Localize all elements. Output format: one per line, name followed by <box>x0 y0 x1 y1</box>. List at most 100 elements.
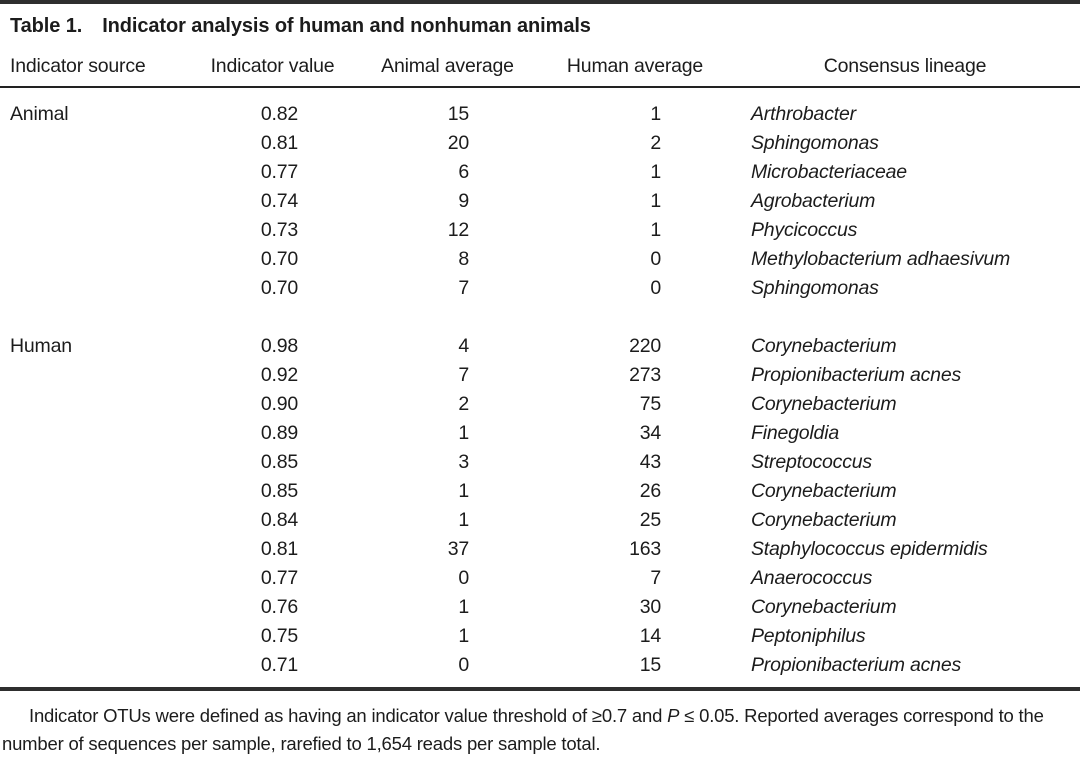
cell-human-average: 14 <box>639 625 661 647</box>
header-human-average: Human average <box>540 38 730 88</box>
cell-indicator-value: 0.71 <box>260 654 298 676</box>
table-row: 0.85 3 43 Streptococcus <box>0 448 1080 477</box>
cell-consensus-lineage: Corynebacterium <box>751 509 897 531</box>
cell-consensus-lineage: Microbacteriaceae <box>751 161 907 183</box>
cell-indicator-source <box>0 245 190 274</box>
cell-indicator-source <box>0 274 190 303</box>
cell-consensus-lineage: Propionibacterium acnes <box>751 654 962 676</box>
cell-consensus-lineage: Staphylococcus epidermidis <box>751 538 988 560</box>
cell-indicator-source <box>0 593 190 622</box>
table-row: 0.85 1 26 Corynebacterium <box>0 477 1080 506</box>
cell-human-average: 30 <box>639 596 661 618</box>
table-row: 0.73 12 1 Phycicoccus <box>0 216 1080 245</box>
cell-animal-average: 1 <box>458 625 469 647</box>
cell-indicator-value: 0.77 <box>260 567 298 589</box>
data-table: Indicator source Indicator value Animal … <box>0 38 1080 691</box>
edge-spacer-row <box>0 87 1080 100</box>
cell-animal-average: 1 <box>458 480 469 502</box>
table-title: Table 1. Indicator analysis of human and … <box>10 14 1080 38</box>
cell-indicator-value: 0.98 <box>260 335 298 357</box>
cell-indicator-source <box>0 158 190 187</box>
cell-animal-average: 4 <box>458 335 469 357</box>
cell-animal-average: 15 <box>447 103 469 125</box>
cell-consensus-lineage: Corynebacterium <box>751 480 897 502</box>
cell-indicator-value: 0.77 <box>260 161 298 183</box>
table-row: 0.89 1 34 Finegoldia <box>0 419 1080 448</box>
cell-indicator-value: 0.70 <box>260 248 298 270</box>
cell-indicator-value: 0.81 <box>260 132 298 154</box>
cell-indicator-source <box>0 216 190 245</box>
cell-indicator-value: 0.85 <box>260 451 298 473</box>
cell-human-average: 75 <box>639 393 661 415</box>
cell-consensus-lineage: Propionibacterium acnes <box>751 364 962 386</box>
cell-human-average: 7 <box>650 567 661 589</box>
cell-animal-average: 1 <box>458 509 469 531</box>
cell-animal-average: 7 <box>458 277 469 299</box>
cell-human-average: 1 <box>650 161 661 183</box>
table-row: Animal 0.82 15 1 Arthrobacter <box>0 100 1080 129</box>
footnote-p-symbol: P <box>667 705 680 726</box>
cell-indicator-value: 0.85 <box>260 480 298 502</box>
cell-animal-average: 0 <box>458 654 469 676</box>
header-indicator-source: Indicator source <box>0 38 190 88</box>
cell-indicator-source <box>0 361 190 390</box>
cell-consensus-lineage: Peptoniphilus <box>751 625 866 647</box>
cell-indicator-value: 0.76 <box>260 596 298 618</box>
cell-indicator-source <box>0 477 190 506</box>
cell-animal-average: 9 <box>458 190 469 212</box>
table-header: Indicator source Indicator value Animal … <box>0 38 1080 88</box>
cell-indicator-source: Human <box>10 335 72 357</box>
table-row: 0.70 7 0 Sphingomonas <box>0 274 1080 303</box>
cell-consensus-lineage: Finegoldia <box>751 422 839 444</box>
cell-indicator-source <box>0 535 190 564</box>
spacer-cell <box>0 303 1080 332</box>
table-row: 0.77 6 1 Microbacteriaceae <box>0 158 1080 187</box>
footnote-text-after: ≤ 0.05. Reported averages correspond to … <box>2 705 1044 754</box>
table-row: 0.90 2 75 Corynebacterium <box>0 390 1080 419</box>
cell-indicator-source <box>0 651 190 680</box>
table-row: 0.92 7 273 Propionibacterium acnes <box>0 361 1080 390</box>
table-row: 0.75 1 14 Peptoniphilus <box>0 622 1080 651</box>
cell-indicator-source <box>0 390 190 419</box>
cell-animal-average: 12 <box>447 219 469 241</box>
cell-indicator-source: Animal <box>10 103 69 125</box>
cell-human-average: 0 <box>650 248 661 270</box>
cell-indicator-source <box>0 622 190 651</box>
header-animal-average: Animal average <box>355 38 540 88</box>
table-row: 0.76 1 30 Corynebacterium <box>0 593 1080 622</box>
cell-indicator-source <box>0 506 190 535</box>
cell-indicator-value: 0.89 <box>260 422 298 444</box>
cell-consensus-lineage: Sphingomonas <box>751 277 879 299</box>
edge-spacer-row <box>0 680 1080 689</box>
cell-consensus-lineage: Sphingomonas <box>751 132 879 154</box>
top-rule <box>0 0 1080 4</box>
cell-consensus-lineage: Streptococcus <box>751 451 872 473</box>
cell-indicator-source <box>0 187 190 216</box>
cell-consensus-lineage: Corynebacterium <box>751 596 897 618</box>
cell-consensus-lineage: Corynebacterium <box>751 393 897 415</box>
cell-indicator-source <box>0 448 190 477</box>
table-body: Animal 0.82 15 1 Arthrobacter 0.81 20 2 Sphingom… <box>0 87 1080 689</box>
table-row: Human 0.98 4 220 Corynebacterium <box>0 332 1080 361</box>
cell-animal-average: 37 <box>447 538 469 560</box>
cell-indicator-value: 0.75 <box>260 625 298 647</box>
cell-indicator-value: 0.82 <box>260 103 298 125</box>
cell-human-average: 220 <box>629 335 661 357</box>
cell-human-average: 0 <box>650 277 661 299</box>
cell-human-average: 2 <box>650 132 661 154</box>
cell-human-average: 15 <box>639 654 661 676</box>
table-footnote: Indicator OTUs were defined as having an… <box>2 702 1076 758</box>
table-row: 0.74 9 1 Agrobacterium <box>0 187 1080 216</box>
header-row: Indicator source Indicator value Animal … <box>0 38 1080 88</box>
cell-indicator-value: 0.70 <box>260 277 298 299</box>
cell-indicator-value: 0.90 <box>260 393 298 415</box>
cell-animal-average: 3 <box>458 451 469 473</box>
cell-indicator-value: 0.74 <box>260 190 298 212</box>
cell-consensus-lineage: Agrobacterium <box>751 190 876 212</box>
table-row: 0.77 0 7 Anaerococcus <box>0 564 1080 593</box>
cell-human-average: 34 <box>639 422 661 444</box>
cell-consensus-lineage: Phycicoccus <box>751 219 858 241</box>
cell-indicator-value: 0.73 <box>260 219 298 241</box>
table-title-text: Indicator analysis of human and nonhuman… <box>102 15 591 37</box>
